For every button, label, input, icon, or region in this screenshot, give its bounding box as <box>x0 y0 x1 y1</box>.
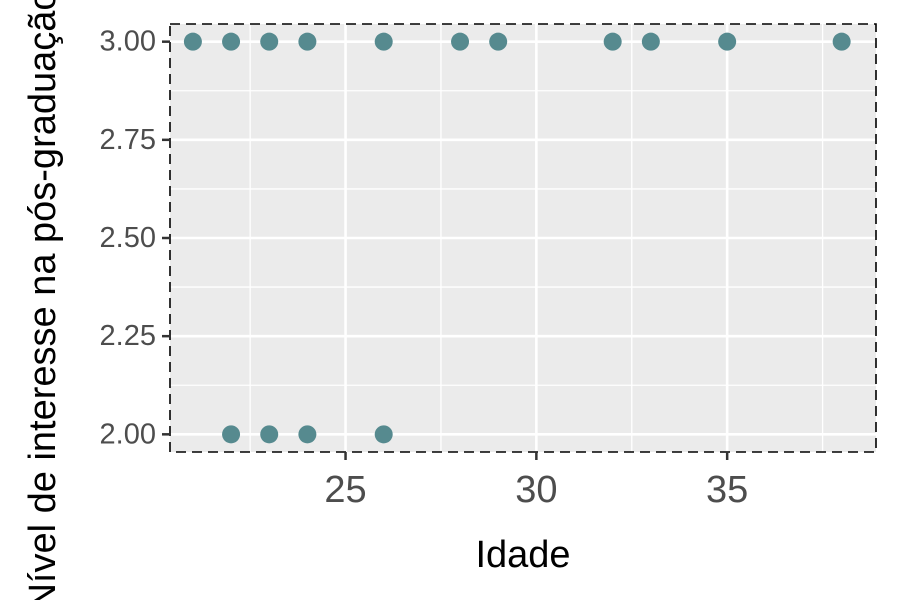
data-point <box>260 32 279 51</box>
x-axis-title: Idade <box>475 534 570 576</box>
data-point <box>603 32 622 51</box>
data-point <box>641 32 660 51</box>
x-axis: 25 30 35 <box>324 452 748 511</box>
data-point <box>832 32 851 51</box>
y-tick-label: 2.50 <box>100 222 156 254</box>
y-tick-label: 2.25 <box>100 320 156 352</box>
data-point <box>489 32 508 51</box>
x-tick-label: 30 <box>515 469 557 511</box>
data-point <box>451 32 470 51</box>
data-point <box>374 425 393 444</box>
data-points <box>183 32 851 444</box>
y-tick-label: 2.75 <box>100 124 156 156</box>
x-tick-label: 35 <box>706 469 748 511</box>
data-point <box>222 425 241 444</box>
data-point <box>260 425 279 444</box>
x-tick-label: 25 <box>324 469 366 511</box>
data-point <box>718 32 737 51</box>
data-point <box>298 425 317 444</box>
data-point <box>222 32 241 51</box>
data-point <box>183 32 202 51</box>
y-tick-label: 2.00 <box>100 418 156 450</box>
y-axis-title: Nível de interesse na pós-graduação <box>22 0 64 600</box>
data-point <box>374 32 393 51</box>
y-axis: 2.00 2.25 2.50 2.75 3.00 <box>100 26 170 450</box>
data-point <box>298 32 317 51</box>
grid-major <box>170 24 876 452</box>
y-tick-label: 3.00 <box>100 26 156 58</box>
